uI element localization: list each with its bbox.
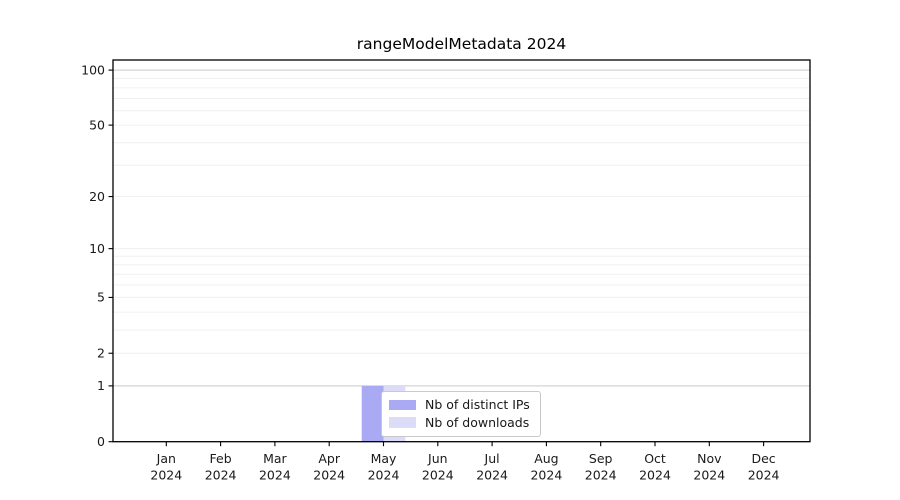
x-tick-label: Nov 2024	[693, 451, 725, 483]
x-tick-label: Aug 2024	[530, 451, 562, 483]
x-tick-label: Oct 2024	[639, 451, 671, 483]
y-tick-label: 0	[97, 434, 105, 449]
x-tick-label: May 2024	[368, 451, 400, 483]
y-tick-label: 20	[89, 189, 105, 204]
x-tick-label: Sep 2024	[585, 451, 617, 483]
y-tick-label: 5	[97, 290, 105, 305]
x-tick-label: Jan 2024	[150, 451, 182, 483]
y-tick-label: 100	[81, 62, 105, 77]
x-tick-label: Jun 2024	[422, 451, 454, 483]
legend-swatch	[389, 417, 416, 428]
y-tick-label: 2	[97, 346, 105, 361]
bar-distinct-ips	[361, 385, 384, 442]
legend-item-label: Nb of distinct IPs	[425, 397, 530, 412]
legend-item-label: Nb of downloads	[425, 414, 530, 430]
legend-swatch	[389, 399, 416, 411]
x-tick-label: Feb 2024	[205, 451, 237, 483]
y-tick-label: 10	[89, 241, 105, 256]
x-tick-label: Apr 2024	[313, 451, 345, 483]
y-tick-label: 50	[89, 117, 105, 132]
chart-title: rangeModelMetadata 2024	[356, 35, 567, 53]
legend-item: Nb of distinct IPs	[389, 398, 530, 412]
legend-item: Nb of downloads	[389, 414, 530, 430]
y-tick-label: 1	[97, 378, 105, 393]
x-tick-label: Jul 2024	[476, 451, 508, 483]
x-tick-label: Dec 2024	[748, 451, 780, 483]
x-tick-label: Mar 2024	[259, 451, 291, 483]
legend: Nb of distinct IPs Nb of downloads	[381, 391, 541, 437]
plot-border	[112, 59, 811, 443]
